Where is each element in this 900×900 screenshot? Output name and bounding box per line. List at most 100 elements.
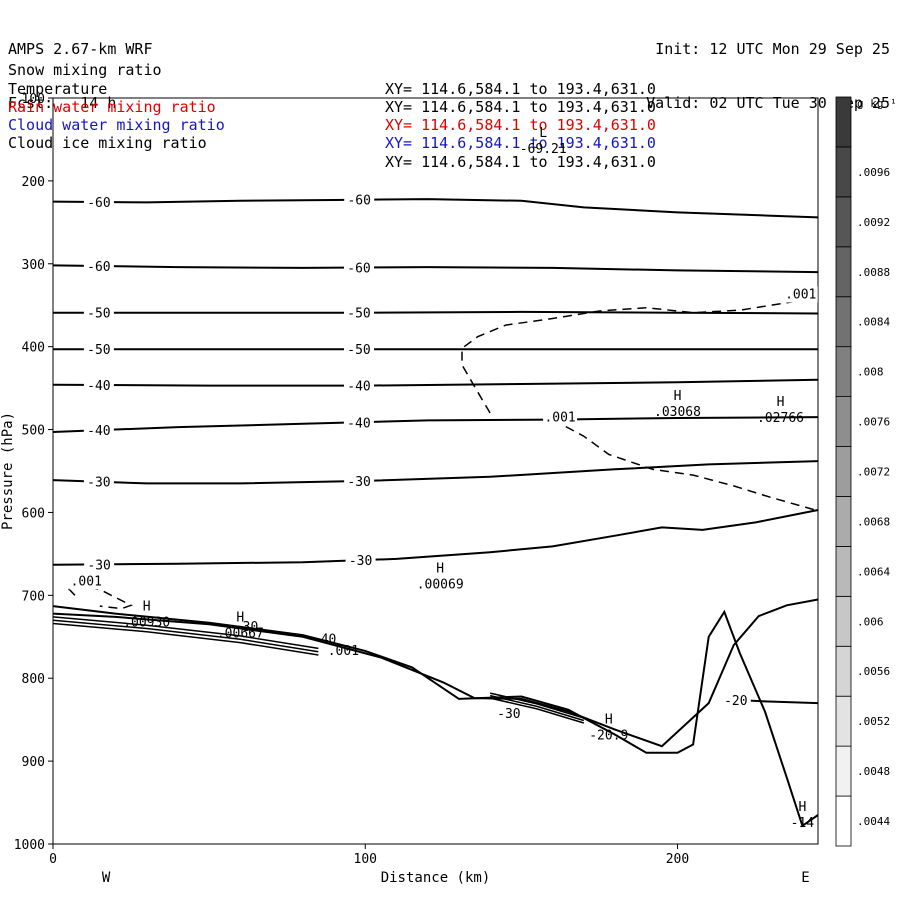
colorbar-label: .0044 xyxy=(857,815,890,828)
y-tick-label: 700 xyxy=(22,589,45,604)
mixing-ratio-contour xyxy=(67,586,134,610)
colorbar-label: .0064 xyxy=(857,565,890,578)
extremum-value: .00069 xyxy=(417,577,464,592)
east-direction-label: E xyxy=(801,870,809,886)
colorbar-label: .0056 xyxy=(857,665,890,678)
isotherm-label: -20 xyxy=(724,694,747,709)
isotherm-label: -30 xyxy=(349,554,372,569)
contour-label-bg xyxy=(83,341,114,358)
terrain-surface-line xyxy=(52,598,819,748)
colorbar-label: .0076 xyxy=(857,416,890,429)
colorbar-label: .008 xyxy=(857,366,884,379)
y-tick-label: 1000 xyxy=(14,838,45,853)
mixing-ratio-label: .001 xyxy=(71,574,102,589)
field-name: Cloud ice mixing ratio xyxy=(8,134,207,153)
isotherm-label: -60 xyxy=(347,194,370,209)
mixing-ratio-contour xyxy=(552,418,819,512)
contour-label-bg xyxy=(343,414,374,431)
mixing-ratio-contour xyxy=(461,297,819,414)
colorbar-label: .0096 xyxy=(857,166,890,179)
isotherm-line xyxy=(52,460,819,485)
field-row-rain: Rain water mixing ratio XY= 114.6,584.1 … xyxy=(8,80,656,134)
isotherm-line xyxy=(52,198,819,219)
field-row-cloud-ice: Cloud ice mixing ratio XY= 114.6,584.1 t… xyxy=(8,116,656,170)
y-tick-label: 300 xyxy=(22,258,45,273)
extremum-value: .00930 xyxy=(123,616,170,631)
field-xy: XY= 114.6,584.1 to 193.4,631.0 xyxy=(385,116,656,135)
contour-label-bg xyxy=(720,692,751,709)
header-left: AMPS 2.67-km WRF Fcst: 14 h xyxy=(8,4,153,130)
field-list: Snow mixing ratio XY= 114.6,584.1 to 193… xyxy=(8,43,656,170)
colorbar-label: .0052 xyxy=(857,715,890,728)
contour-label-bg xyxy=(344,473,375,490)
colorbar-label: .006 xyxy=(857,615,884,628)
isotherm-label: -30 xyxy=(87,476,110,491)
field-xy: XY= 114.6,584.1 to 193.4,631.0 xyxy=(385,97,656,116)
colorbar-swatch xyxy=(835,196,852,248)
colorbar-swatch xyxy=(835,496,852,547)
field-xy: XY= 114.6,584.1 to 193.4,631.0 xyxy=(385,79,656,98)
contour-label-bg xyxy=(83,422,114,439)
y-tick-label: 900 xyxy=(22,755,45,770)
colorbar-swatch xyxy=(835,346,852,397)
forecast-hour: Fcst: 14 h xyxy=(8,94,117,112)
extremum-value: -14 xyxy=(791,816,815,831)
extremum-value: .03068 xyxy=(654,405,701,420)
isotherm-label: -60 xyxy=(87,196,110,211)
ridge-contour-line xyxy=(489,692,585,719)
extremum-value: -69.21 xyxy=(520,142,567,157)
extremum-value: -20.9 xyxy=(589,728,628,743)
contour-label-bg xyxy=(345,552,376,569)
extremum-marker: H xyxy=(798,800,806,815)
contour-label-bg xyxy=(83,473,114,490)
colorbar-label: .0072 xyxy=(857,466,890,479)
x-tick-label: 100 xyxy=(354,852,377,867)
x-tick-label: 200 xyxy=(666,852,689,867)
init-time: Init: 12 UTC Mon 29 Sep 25 xyxy=(655,40,890,58)
colorbar-swatch xyxy=(835,745,852,797)
colorbar-swatch xyxy=(835,595,852,647)
isotherm-label: -40 xyxy=(87,379,110,394)
slope-contour-line xyxy=(52,616,319,650)
y-axis-title: Pressure (hPa) xyxy=(0,412,16,530)
colorbar-swatch xyxy=(835,645,852,697)
isotherm-line xyxy=(52,509,819,566)
contour-extra-label: -30 xyxy=(497,707,520,722)
y-tick-label: 200 xyxy=(22,175,45,190)
isotherm-label: -50 xyxy=(87,343,110,358)
isotherm-line xyxy=(52,264,819,274)
contour-extra-label: -30 xyxy=(235,620,258,635)
contour-label-bg xyxy=(83,194,114,211)
isotherm-line xyxy=(52,416,819,433)
field-xy: XY= 114.6,584.1 to 193.4,631.0 xyxy=(385,152,656,171)
y-tick-label: 600 xyxy=(22,506,45,521)
isotherm-label: -40 xyxy=(87,424,110,439)
isotherm-label: -60 xyxy=(347,262,370,277)
extremum-marker: H xyxy=(605,712,613,727)
contour-label-bg xyxy=(83,258,114,275)
field-name: Temperature xyxy=(8,79,108,98)
colorbar-swatch xyxy=(835,446,852,497)
field-name: Snow mixing ratio xyxy=(8,61,162,80)
colorbar-swatch xyxy=(835,695,852,747)
isotherm-label: -40 xyxy=(347,380,370,395)
lower-surface-line xyxy=(52,605,819,828)
contour-label-bg xyxy=(344,304,375,321)
ridge-contour-line xyxy=(489,697,585,724)
colorbar-swatch xyxy=(835,96,852,148)
y-tick-label: 800 xyxy=(22,672,45,687)
colorbar-label: .0092 xyxy=(857,216,890,229)
extremum-marker: L xyxy=(539,126,547,141)
mixing-ratio-label: .001 xyxy=(785,288,816,303)
mixing-ratio-label: .001 xyxy=(544,411,575,426)
field-name: Cloud water mixing ratio xyxy=(8,116,225,135)
contour-label-bg xyxy=(344,341,374,358)
contour-label-bg xyxy=(543,409,578,426)
isotherm-label: -50 xyxy=(347,307,370,322)
colorbar-label: .0084 xyxy=(857,316,890,329)
extremum-value: .00667 xyxy=(217,626,264,641)
slope-contour-line xyxy=(52,622,319,656)
isotherm-label: -30 xyxy=(87,558,110,573)
contour-label-bg xyxy=(69,573,104,590)
isotherm-label: -50 xyxy=(87,307,110,322)
